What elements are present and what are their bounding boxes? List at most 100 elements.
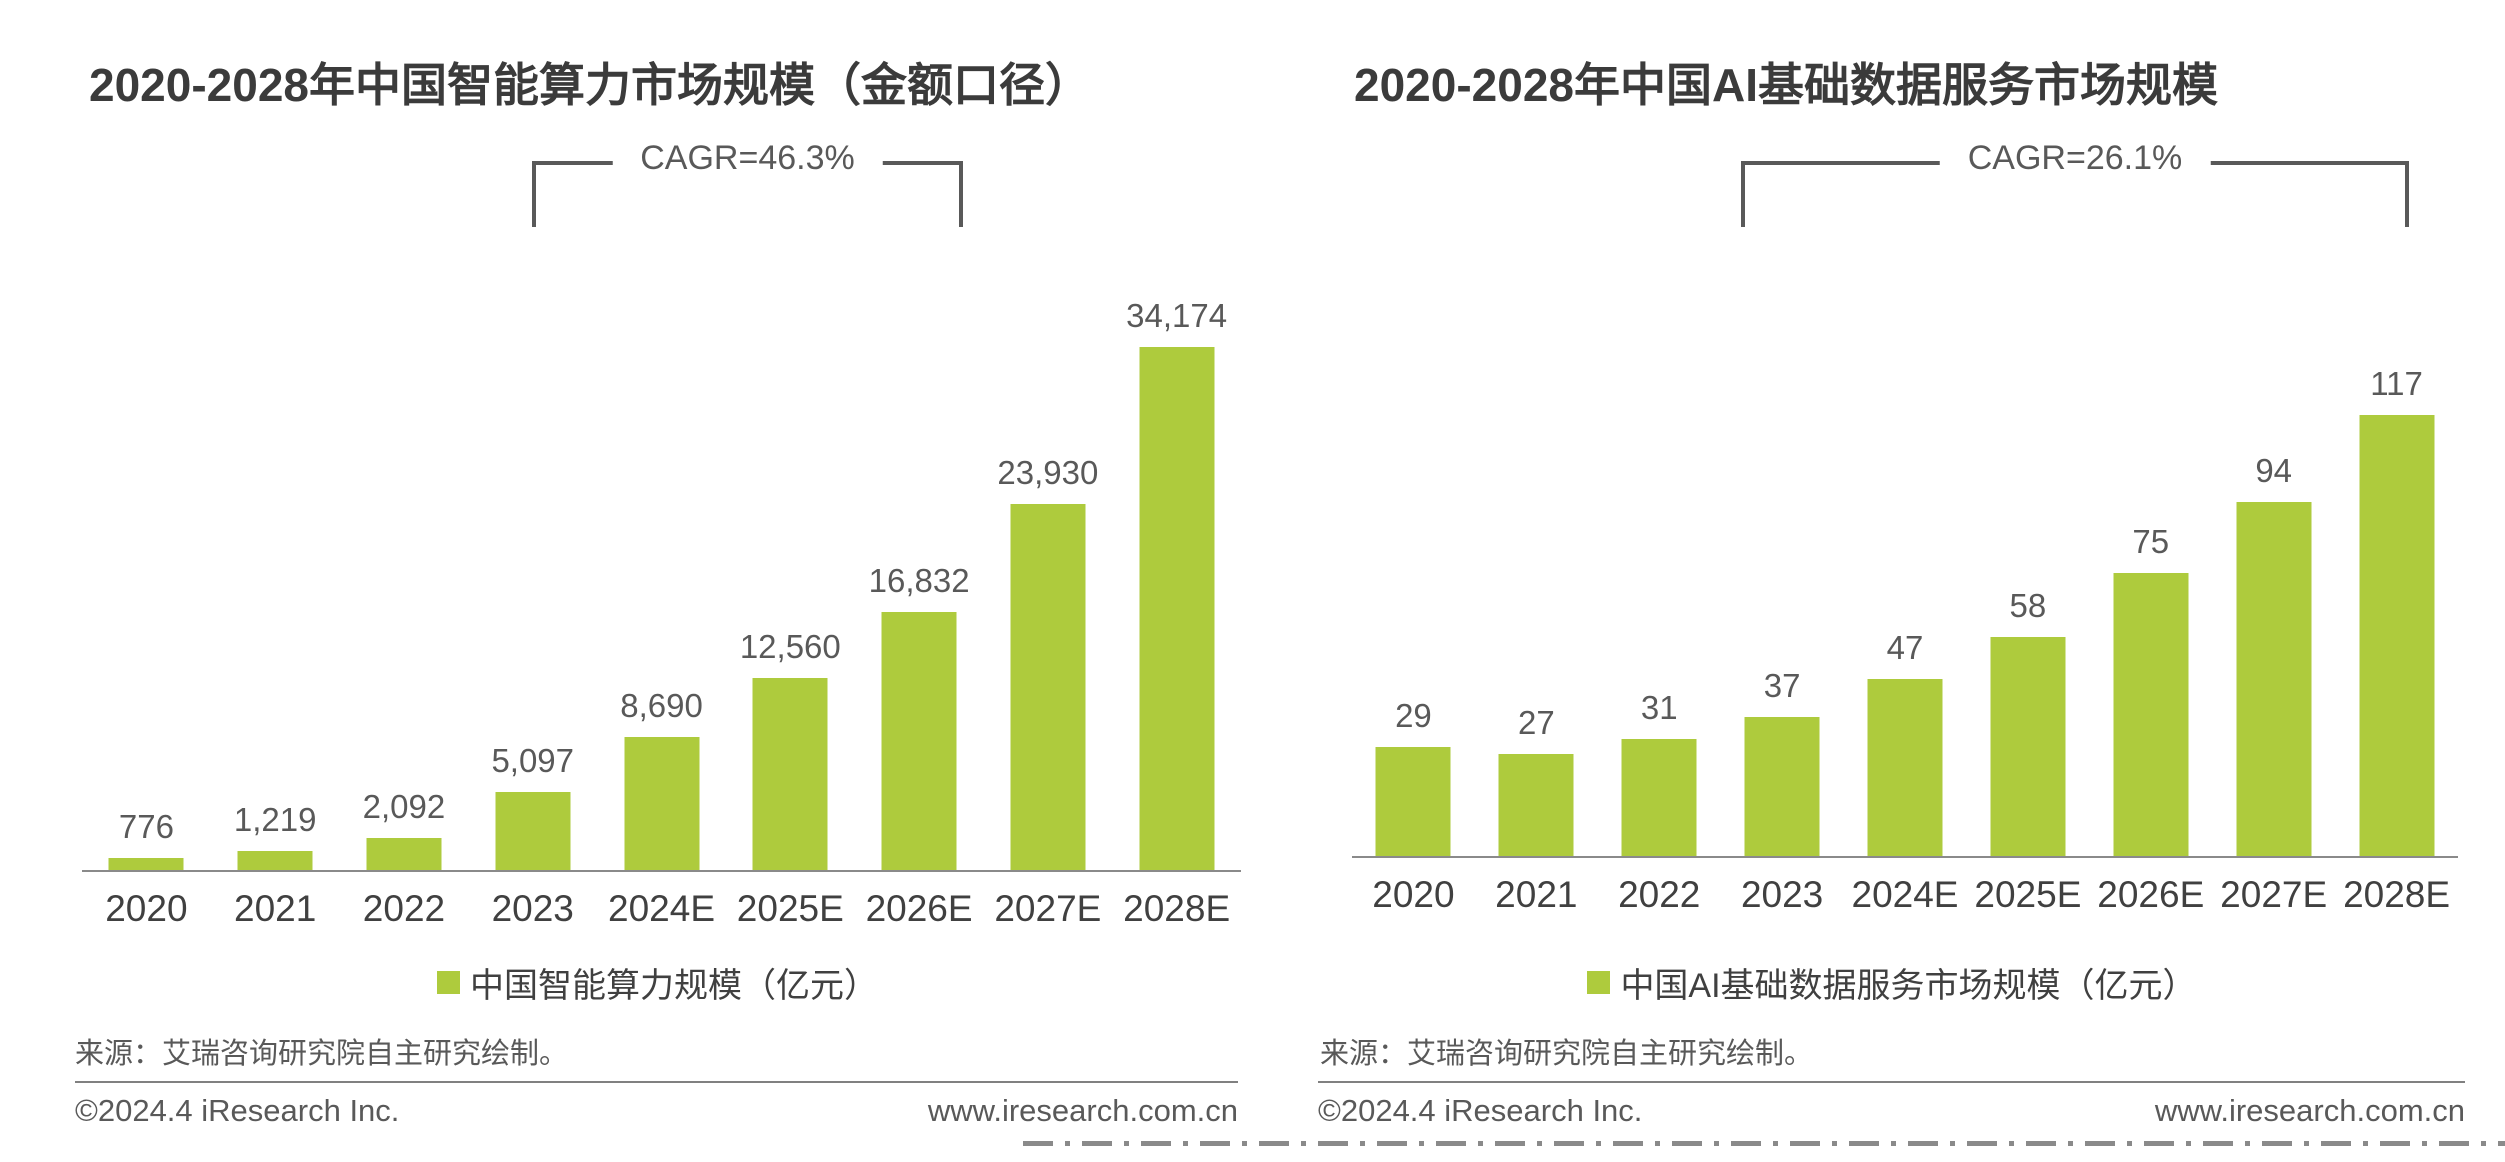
bar-value-label: 776 [118,808,174,845]
bar-slot: 34,174 [1112,297,1241,870]
chart-title: 2020-2028年中国智能算力市场规模（金额口径） [89,58,1091,111]
x-axis-tick-label: 2024E [608,888,716,929]
bar-slot: 5,097 [468,340,597,870]
legend-swatch-icon [1587,971,1611,994]
footer-row: ©2024.4 iResearch Inc. www.iresearch.com… [1318,1093,2465,1129]
bar-slot: 58 [1966,411,2089,856]
bar-slot: 16,832 [855,340,984,870]
x-axis-tick-label: 2024E [1851,874,1959,915]
bar-value-label: 1,219 [233,801,317,838]
bar-slot: 47 [1844,411,1967,856]
bar-value-label: 94 [2255,452,2293,489]
bar-2023 [495,792,571,870]
bar-2028E [2359,415,2435,856]
legend-label: 中国智能算力规模（亿元） [470,967,878,1005]
bar-2023 [1744,717,1820,856]
bar-2021 [237,851,313,870]
copyright-text: ©2024.4 iResearch Inc. [1318,1093,1643,1128]
legend-swatch-icon [437,971,460,994]
cagr-bracket: CAGR=46.3% [532,139,963,227]
bar-2020 [1375,747,1451,856]
chart-panel-ai-data-services: 2020-2028年中国AI基础数据服务市场规模 CAGR=26.1% 29 27… [1318,0,2466,1162]
bar-slot: 12,560 [726,340,855,870]
bar-value-label: 29 [1395,697,1432,734]
x-axis-tick-label: 2023 [1740,874,1824,915]
bars-container: 776 1,219 2,092 5,097 8,690 12,560 16,832 23,93… [82,297,1241,870]
x-axis-tick-label: 2020 [105,888,188,929]
bar-slot: 75 [2089,411,2212,856]
source-note: 来源：艾瑞咨询研究院自主研究绘制。 [1320,1038,1814,1070]
bar-value-label: 27 [1517,704,1555,741]
page-bottom-dashdot-divider [1023,1141,2505,1146]
legend-label: 中国AI基础数据服务市场规模（亿元） [1620,967,2197,1005]
bar-2027E [1010,504,1086,870]
x-axis-tick-label: 2027E [994,888,1102,929]
chart-title: 2020-2028年中国AI基础数据服务市场规模 [1354,58,2218,111]
bar-slot: 31 [1598,411,1721,856]
bar-value-label: 34,174 [1126,297,1228,334]
bar-value-label: 16,832 [868,562,970,599]
x-axis-labels: 2020 2021 2022 2023 2024E 2025E 2026E 2027E 2028… [82,888,1241,930]
website-url: www.iresearch.com.cn [927,1093,1238,1128]
source-note: 来源：艾瑞咨询研究院自主研究绘制。 [75,1038,569,1070]
legend: 中国AI基础数据服务市场规模（亿元） [1318,958,2466,1007]
bar-slot: 2,092 [340,340,469,870]
cagr-label: CAGR=26.1% [1939,139,2211,178]
footer-divider [1318,1081,2465,1083]
bar-2026E [2113,573,2189,856]
bar-value-label: 23,930 [997,454,1099,491]
x-axis-tick-label: 2025E [736,888,844,929]
x-axis-tick-label: 2021 [1495,874,1578,915]
x-axis-tick-label: 2028E [2343,874,2451,915]
bar-slot: 29 [1352,411,1475,856]
bar-value-label: 37 [1763,667,1801,704]
cagr-bracket: CAGR=26.1% [1741,139,2409,227]
bar-value-label: 75 [2132,523,2170,560]
bar-value-label: 8,690 [620,687,703,724]
bar-2022 [366,838,442,870]
legend: 中国智能算力规模（亿元） [75,958,1240,1007]
x-axis-tick-label: 2022 [1618,874,1701,915]
bar-2025E [1990,637,2066,856]
bar-value-label: 58 [2009,587,2047,624]
footer-row: ©2024.4 iResearch Inc. www.iresearch.com… [75,1093,1238,1129]
chart-panel-smart-computing: 2020-2028年中国智能算力市场规模（金额口径） CAGR=46.3% 77… [75,0,1241,1162]
x-axis-tick-label: 2025E [1974,874,2082,915]
bar-value-label: 5,097 [491,742,575,779]
bar-2020 [108,858,184,870]
x-axis-line [1352,856,2458,858]
bar-2024E [624,737,700,870]
bar-2021 [1498,754,1574,856]
bar-slot: 23,930 [983,340,1112,870]
bar-plot-area: 776 1,219 2,092 5,097 8,690 12,560 16,832 23,93… [82,297,1241,872]
bar-value-label: 2,092 [362,788,446,825]
x-axis-labels: 2020 2021 2022 2023 2024E 2025E 2026E 2027E 2028… [1352,874,2458,916]
bar-slot: 776 [82,340,211,870]
bar-slot: 1,219 [211,340,340,870]
bar-value-label: 117 [2370,365,2423,402]
cagr-label: CAGR=46.3% [612,139,883,178]
x-axis-tick-label: 2026E [2097,874,2205,915]
bar-slot: 94 [2212,411,2335,856]
bar-slot: 8,690 [597,340,726,870]
x-axis-tick-label: 2020 [1372,874,1455,915]
bar-value-label: 31 [1640,689,1678,726]
bar-slot: 27 [1475,411,1598,856]
bars-container: 29 27 31 37 47 58 75 94 117 [1352,365,2458,856]
website-url: www.iresearch.com.cn [2154,1093,2465,1128]
bar-2028E [1139,347,1215,870]
bar-2024E [1867,679,1943,856]
x-axis-tick-label: 2023 [491,888,574,929]
x-axis-tick-label: 2027E [2220,874,2328,915]
bar-2022 [1621,739,1697,856]
bar-2027E [2236,502,2312,856]
x-axis-tick-label: 2026E [865,888,973,929]
bar-slot: 37 [1721,411,1844,856]
x-axis-line [82,870,1241,872]
x-axis-tick-label: 2022 [362,888,446,929]
bar-slot: 117 [2335,365,2458,856]
copyright-text: ©2024.4 iResearch Inc. [75,1093,400,1128]
footer-divider [75,1081,1238,1083]
bar-2025E [752,678,828,870]
x-axis-tick-label: 2028E [1123,888,1231,929]
